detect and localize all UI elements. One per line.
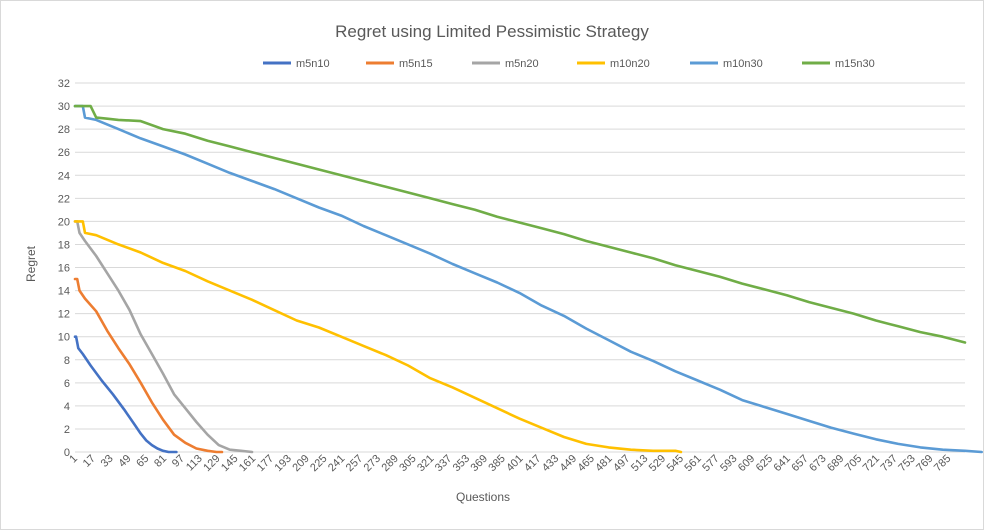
- series-line-m5n15: [73, 277, 224, 454]
- chart-title: Regret using Limited Pessimistic Strateg…: [335, 22, 649, 41]
- x-tick-label: 785: [932, 453, 953, 474]
- x-tick-label: 513: [629, 453, 650, 474]
- x-tick-label: 609: [736, 453, 757, 474]
- x-tick-label: 305: [397, 453, 418, 474]
- x-tick-label: 705: [843, 453, 864, 474]
- x-tick-label: 545: [665, 453, 686, 474]
- legend-item-m10n20: m10n20: [577, 58, 650, 70]
- gridlines: [75, 82, 965, 453]
- y-tick-label: 6: [64, 378, 70, 390]
- x-tick-label: 33: [99, 453, 116, 470]
- x-tick-label: 385: [486, 453, 507, 474]
- x-tick-label: 225: [308, 453, 329, 474]
- x-tick-label: 353: [451, 453, 472, 474]
- x-tick-label: 417: [522, 453, 543, 474]
- legend-label: m5n10: [296, 58, 330, 70]
- y-tick-label: 16: [58, 263, 70, 275]
- series-line-m5n20: [73, 220, 254, 454]
- x-tick-label: 81: [152, 453, 169, 470]
- y-tick-label: 26: [58, 147, 70, 159]
- legend-item-m15n30: m15n30: [802, 58, 875, 70]
- x-tick-label: 1: [67, 453, 80, 466]
- y-tick-label: 8: [64, 355, 70, 367]
- x-tick-label: 161: [237, 453, 258, 474]
- legend: m5n10 m5n15 m5n20 m10n20 m10n30 m15n30: [263, 58, 875, 70]
- x-tick-label: 17: [81, 453, 98, 470]
- y-tick-label: 28: [58, 124, 70, 136]
- x-tick-label: 401: [504, 453, 525, 474]
- x-tick-label: 241: [326, 453, 347, 474]
- x-tick-label: 673: [807, 453, 828, 474]
- x-tick-label: 129: [201, 453, 222, 474]
- x-tick-label: 145: [219, 453, 240, 474]
- legend-item-m5n20: m5n20: [472, 58, 539, 70]
- x-tick-label: 449: [558, 453, 579, 474]
- legend-item-m5n10: m5n10: [263, 58, 330, 70]
- x-tick-label: 209: [290, 453, 311, 474]
- x-tick-label: 113: [184, 453, 205, 474]
- x-tick-label: 193: [273, 453, 294, 474]
- x-tick-label: 49: [116, 453, 133, 470]
- series-line-m10n20: [73, 220, 683, 454]
- y-tick-label: 12: [58, 309, 70, 321]
- x-tick-label: 257: [344, 453, 365, 474]
- x-tick-label: 497: [611, 453, 632, 474]
- x-tick-label: 337: [433, 453, 454, 474]
- x-tick-label: 465: [576, 453, 597, 474]
- x-tick-label: 737: [878, 453, 899, 474]
- x-tick-label: 65: [134, 453, 151, 470]
- y-tick-label: 32: [58, 78, 70, 90]
- y-tick-label: 18: [58, 239, 70, 251]
- series-line-m15n30: [73, 104, 967, 344]
- x-tick-label: 769: [914, 453, 935, 474]
- x-tick-label: 321: [415, 453, 436, 474]
- x-tick-label: 481: [593, 453, 614, 474]
- x-tick-label: 625: [754, 453, 775, 474]
- y-axis-title: Regret: [24, 245, 38, 282]
- y-tick-label: 4: [64, 401, 70, 413]
- x-axis-ticks: 1 17 33 49 65 81 97113129145161177193209225241…: [67, 453, 953, 474]
- x-tick-label: 577: [700, 453, 721, 474]
- y-tick-label: 22: [58, 193, 70, 205]
- legend-label: m5n15: [399, 58, 433, 70]
- x-axis-title: Questions: [456, 490, 510, 504]
- y-tick-label: 14: [58, 286, 70, 298]
- x-tick-label: 657: [789, 453, 810, 474]
- series-line-m10n30: [73, 104, 983, 454]
- x-tick-label: 641: [772, 453, 793, 474]
- x-tick-label: 289: [379, 453, 400, 474]
- legend-label: m5n20: [505, 58, 539, 70]
- x-tick-label: 177: [255, 453, 276, 474]
- series-line-m5n10: [73, 335, 178, 454]
- x-tick-label: 273: [362, 453, 383, 474]
- series-lines: [73, 104, 983, 454]
- x-tick-label: 721: [861, 453, 882, 474]
- x-tick-label: 593: [718, 453, 739, 474]
- legend-item-m10n30: m10n30: [690, 58, 763, 70]
- x-tick-label: 529: [647, 453, 668, 474]
- x-tick-label: 753: [896, 453, 917, 474]
- y-tick-label: 0: [64, 447, 70, 459]
- x-tick-label: 97: [170, 453, 187, 470]
- x-tick-label: 689: [825, 453, 846, 474]
- y-tick-label: 30: [58, 101, 70, 113]
- y-tick-label: 10: [58, 332, 70, 344]
- x-tick-label: 561: [682, 453, 703, 474]
- y-tick-label: 2: [64, 424, 70, 436]
- legend-label: m10n30: [723, 58, 763, 70]
- legend-label: m15n30: [835, 58, 875, 70]
- y-tick-label: 24: [58, 170, 70, 182]
- legend-item-m5n15: m5n15: [366, 58, 433, 70]
- legend-label: m10n20: [610, 58, 650, 70]
- x-tick-label: 433: [540, 453, 561, 474]
- y-tick-label: 20: [58, 216, 70, 228]
- x-tick-label: 369: [469, 453, 490, 474]
